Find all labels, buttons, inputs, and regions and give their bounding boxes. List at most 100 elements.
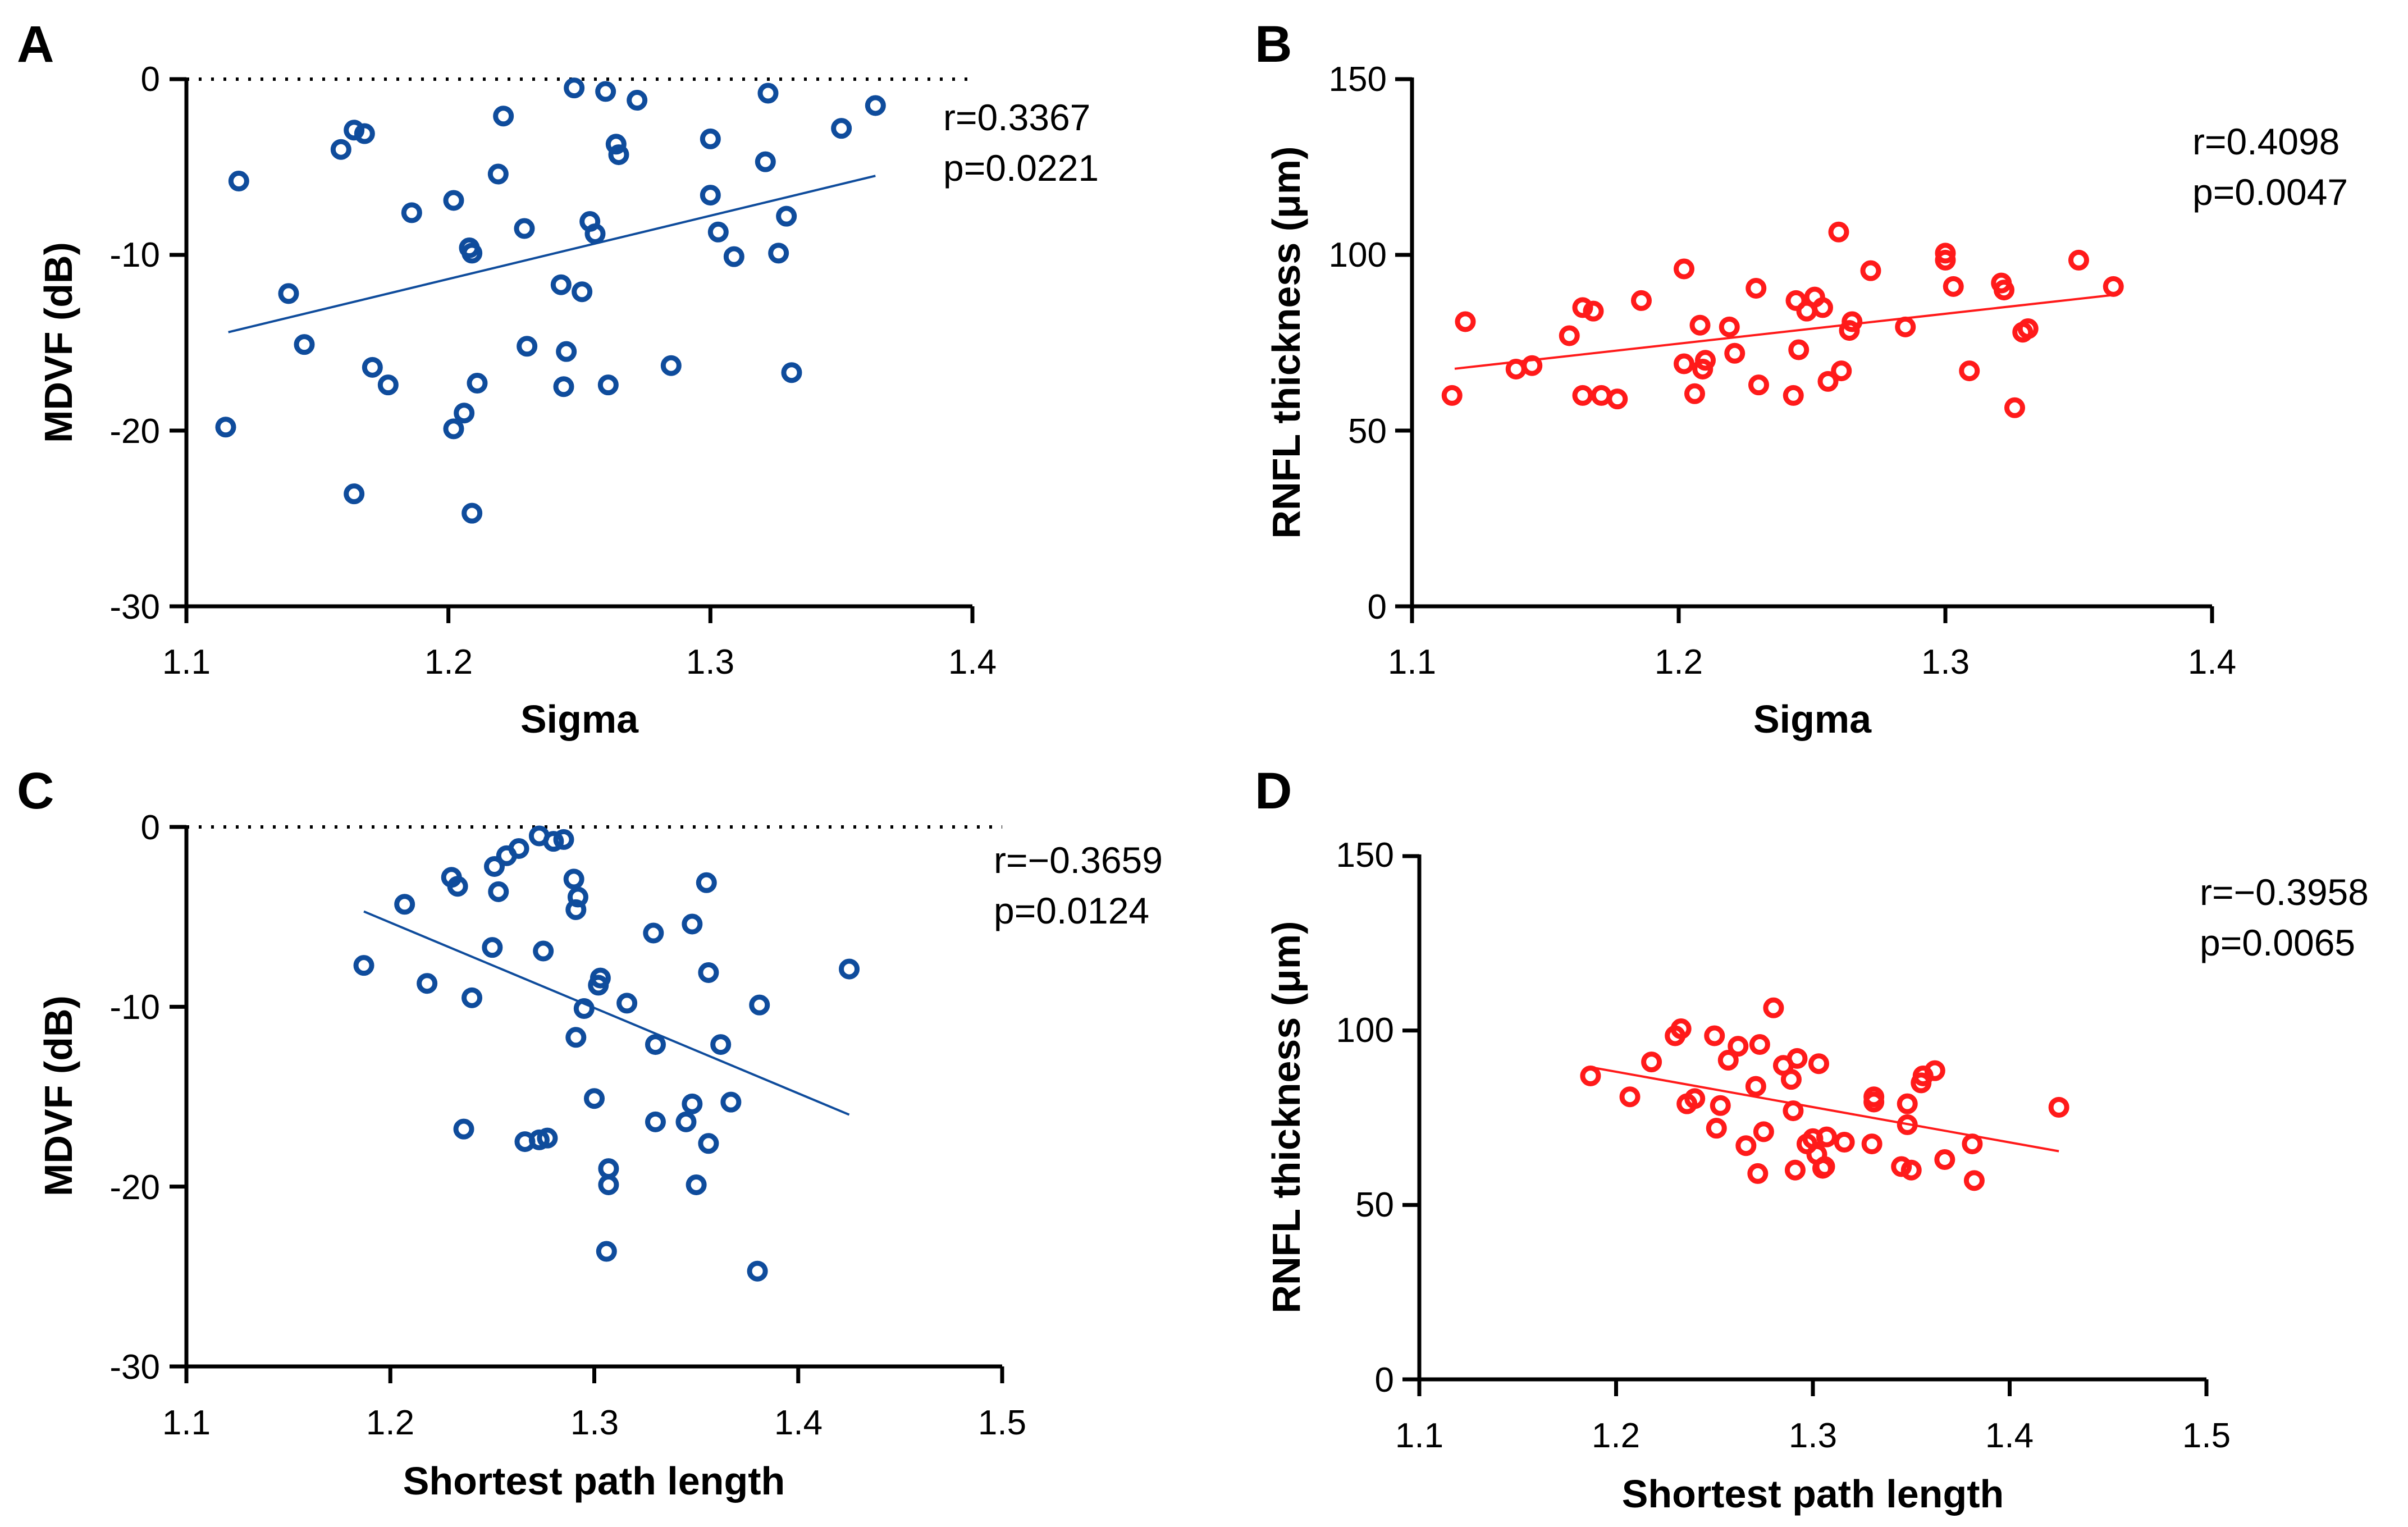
data-point [537, 1127, 558, 1149]
x-tick-label: 1.3 [1789, 1416, 1837, 1455]
data-point [1753, 1121, 1774, 1142]
p-value-label: p=0.0065 [2200, 922, 2355, 963]
data-point [1619, 1086, 1641, 1108]
data-point [1828, 221, 1849, 243]
regression-line [1454, 294, 2114, 370]
p-value-label: p=0.0221 [943, 147, 1099, 189]
data-point [865, 95, 886, 116]
data-point [675, 1111, 697, 1132]
data-point [564, 77, 585, 99]
panel-a: A 1.1 1.2 1.3 1.4 0 -10 -20 -30 Sigma MD… [17, 16, 1099, 741]
data-point [584, 223, 606, 244]
data-point [831, 118, 852, 139]
panel-b: B 1.1 1.2 1.3 1.4 150 100 50 0 Sigma RNF… [1255, 16, 2348, 741]
data-point [747, 1260, 768, 1282]
data-point [1631, 290, 1652, 311]
regression-line [363, 910, 850, 1116]
data-point [1704, 1025, 1725, 1046]
data-point [1521, 355, 1543, 376]
data-point [1505, 358, 1527, 380]
y-tick-label: -10 [109, 988, 160, 1027]
data-point [698, 1133, 719, 1154]
data-point [682, 913, 703, 935]
data-point [565, 899, 587, 920]
x-tick-label: 1.3 [570, 1403, 619, 1442]
tick-marks [1395, 77, 2214, 623]
data-point [696, 872, 717, 893]
x-axis-title: Shortest path length [1622, 1472, 2004, 1516]
x-tick-label: 1.2 [366, 1403, 414, 1442]
x-tick-label: 1.3 [686, 643, 734, 682]
data-point [1994, 280, 2014, 301]
data-point [1706, 1118, 1727, 1139]
data-point [1728, 1036, 1749, 1057]
data-point [1962, 1133, 1983, 1155]
data-point [487, 163, 509, 185]
data-point [707, 221, 729, 243]
data-point [1748, 374, 1769, 396]
data-point [1641, 1051, 1662, 1073]
data-point [377, 374, 399, 396]
data-point [1784, 1159, 1806, 1181]
data-point [573, 998, 595, 1019]
data-point [1861, 1133, 1882, 1155]
tick-marks [1402, 854, 2209, 1396]
y-tick-label: 0 [141, 808, 160, 847]
x-tick-label: 1.5 [978, 1403, 1026, 1442]
y-tick-label: -30 [109, 588, 160, 627]
x-tick-label: 1.1 [162, 643, 211, 682]
data-point [595, 81, 616, 102]
data-point [1763, 997, 1784, 1018]
data-point [1900, 1159, 1922, 1181]
y-tick-label: 0 [1375, 1361, 1394, 1400]
data-point [1891, 1156, 1912, 1177]
data-point [453, 1118, 474, 1140]
data-point [443, 418, 464, 440]
data-point [1583, 300, 1604, 322]
data-point [488, 881, 509, 902]
x-tick-label: 1.1 [1395, 1416, 1443, 1455]
data-point [1863, 1091, 1885, 1113]
data-point [462, 502, 483, 524]
r-value-label: r=0.4098 [2192, 121, 2340, 162]
panel-d: D 1.1 1.2 1.3 1.4 1.5 150 100 50 0 Short… [1255, 762, 2369, 1516]
data-point [1674, 353, 1694, 374]
data-point [590, 967, 611, 989]
data-point [1934, 1149, 1955, 1171]
data-point [2103, 276, 2124, 297]
data-point [517, 336, 538, 357]
x-tick-label: 1.2 [1655, 643, 1703, 682]
data-point [353, 955, 374, 976]
panel-letter: A [17, 16, 54, 73]
data-point [1897, 1093, 1918, 1114]
regression-line [228, 175, 876, 333]
data-point [1684, 1088, 1706, 1109]
y-tick-label: 0 [1368, 588, 1387, 627]
data-point [1812, 297, 1833, 318]
data-point [493, 106, 514, 127]
data-point [1943, 276, 1964, 297]
data-point [447, 876, 468, 897]
data-point [508, 838, 529, 859]
data-point [1924, 1060, 1945, 1081]
data-point [1780, 1069, 1802, 1090]
panel-letter: B [1255, 16, 1292, 73]
data-point [417, 973, 438, 994]
data-point [1897, 1114, 1918, 1135]
y-tick-label: 50 [1355, 1186, 1394, 1224]
data-point [443, 190, 464, 211]
x-tick-label: 1.3 [1921, 643, 1970, 682]
data-point [749, 994, 770, 1016]
data-point [553, 829, 574, 850]
x-axis-title: Sigma [1753, 697, 1872, 741]
data-point [533, 940, 554, 962]
data-point [1572, 385, 1593, 406]
y-axis-title: RNFL thickness (μm) [1264, 921, 1308, 1314]
data-point [1607, 388, 1628, 410]
data-point [1695, 350, 1716, 371]
data-point [1785, 290, 1807, 311]
data-point [1724, 342, 1746, 364]
data-point [567, 886, 588, 908]
data-point [1684, 383, 1705, 404]
